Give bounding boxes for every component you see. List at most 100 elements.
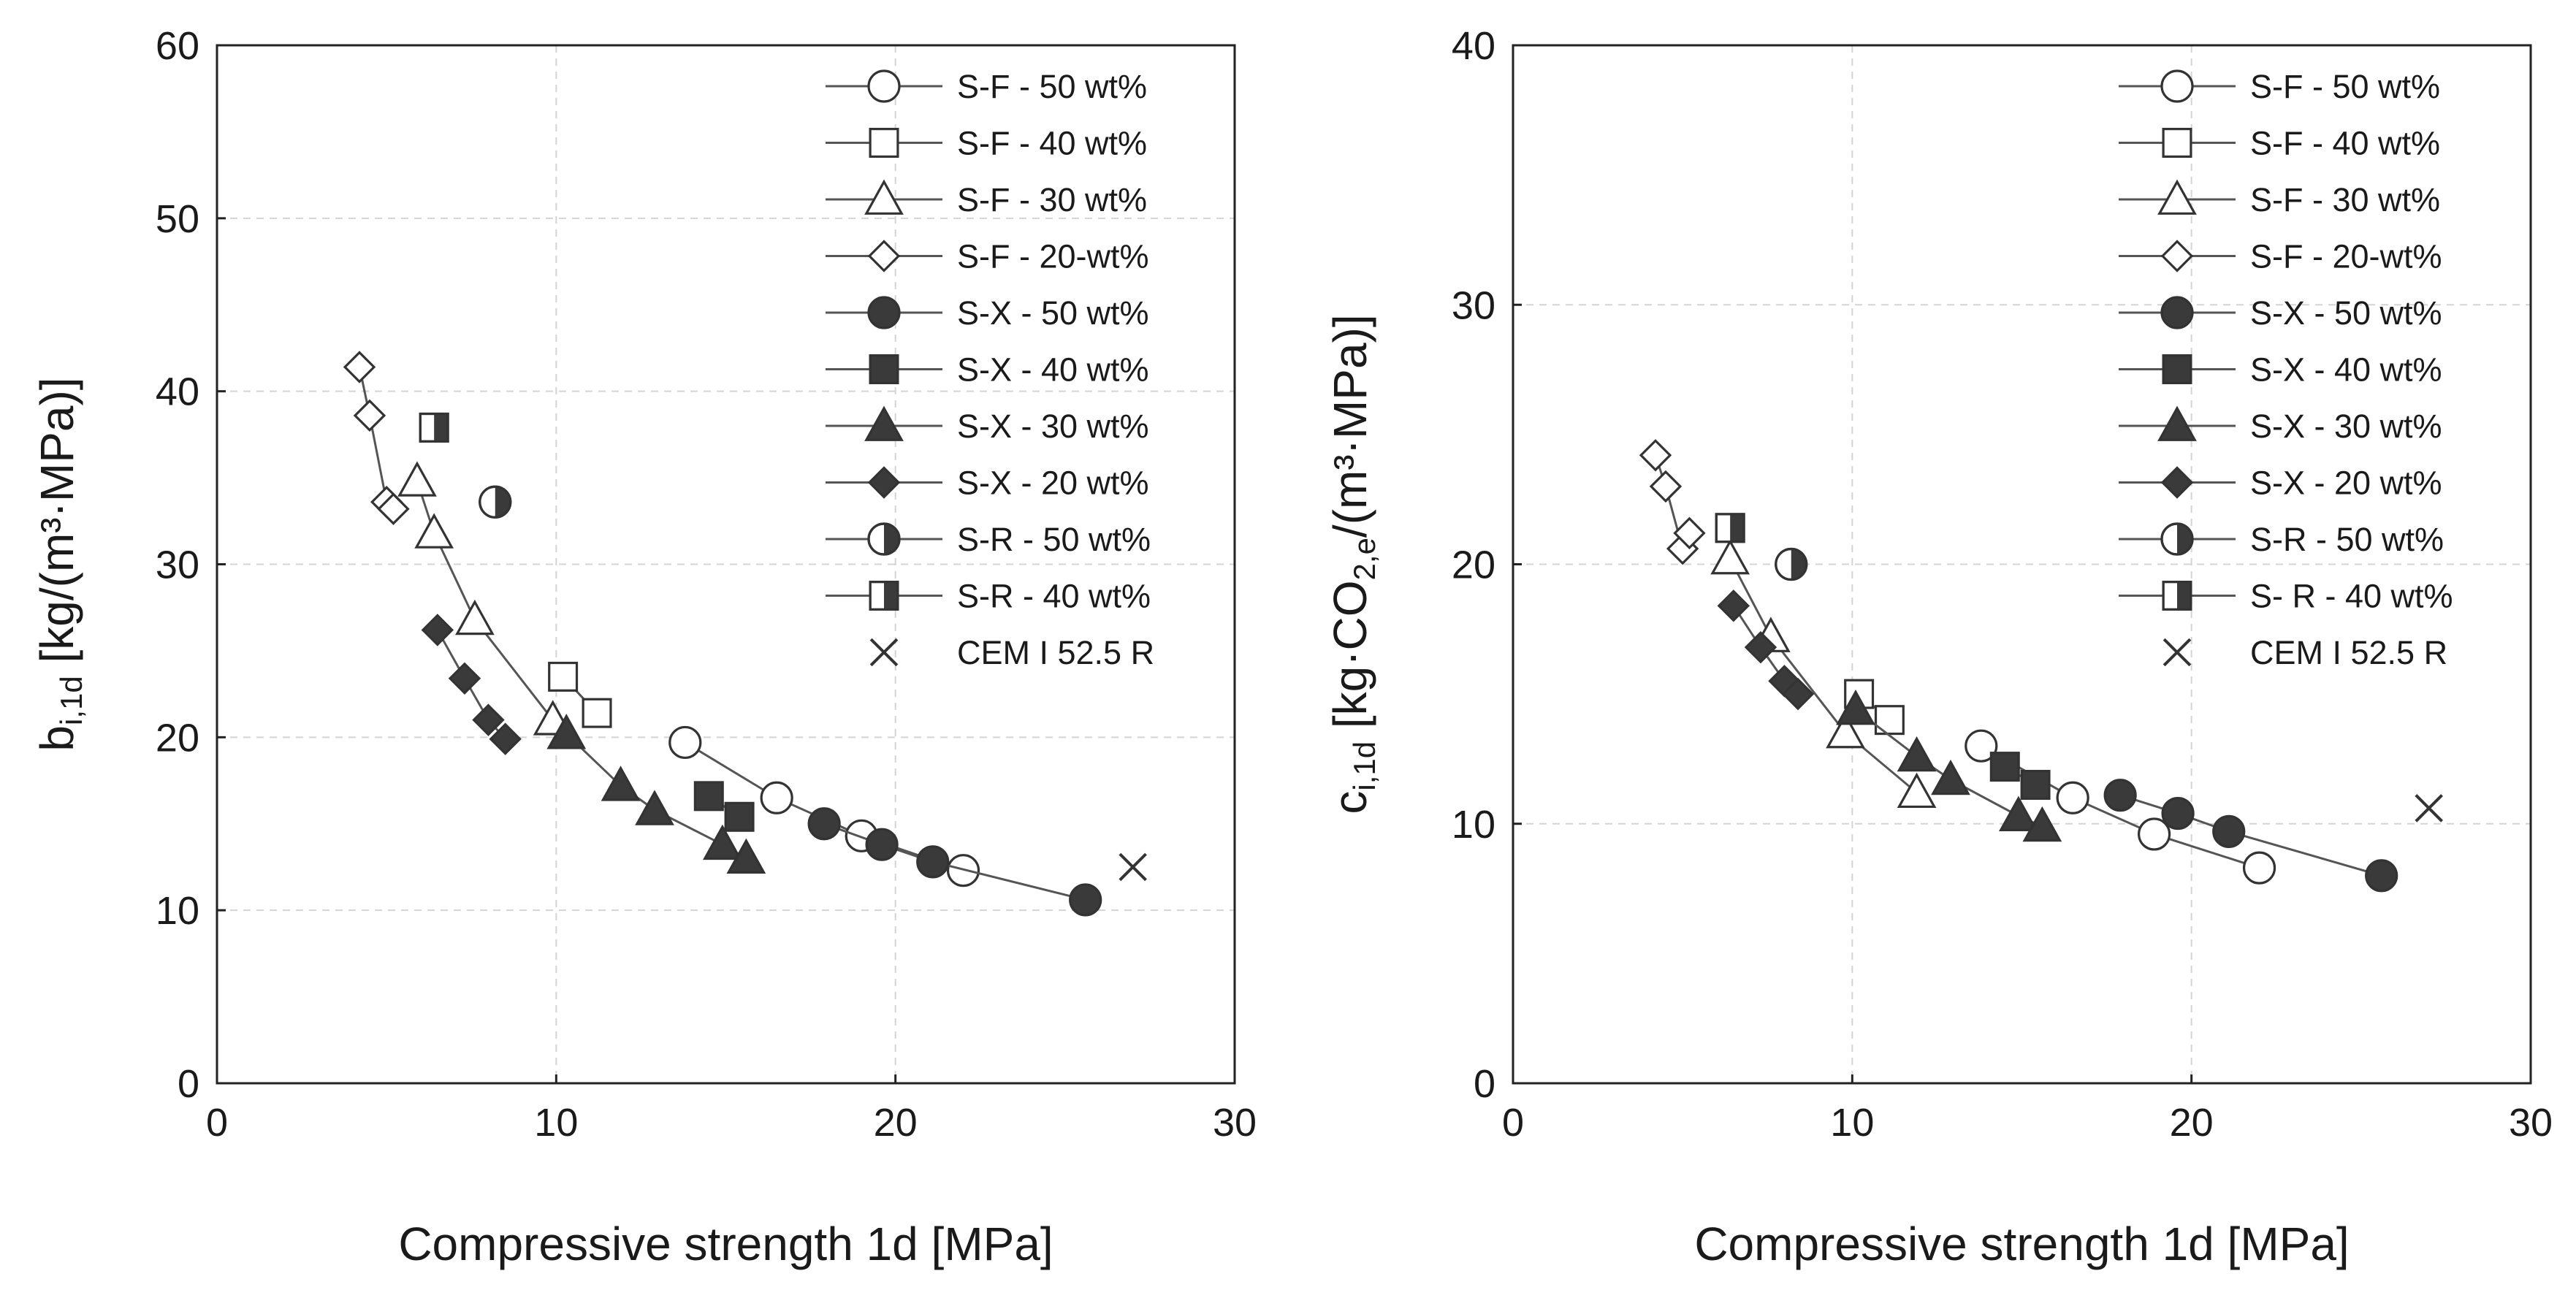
left-legend-item: S-F - 40 wt%	[826, 125, 1147, 162]
right-data-point	[2022, 806, 2062, 842]
right-y-tick-label: 30	[1452, 283, 1495, 327]
left-grid	[217, 45, 1235, 1083]
left-x-axis-label: Compressive strength 1d [MPa]	[398, 1218, 1053, 1270]
left-legend-label: S-R - 50 wt%	[957, 521, 1151, 558]
left-data-point	[1119, 852, 1147, 882]
left-series-6	[546, 714, 766, 874]
right-data-point	[1826, 712, 1865, 749]
left-legend-label: S-X - 20 wt%	[957, 465, 1149, 502]
left-data-point	[635, 790, 674, 825]
right-legend-item: S-F - 20-wt%	[2119, 238, 2442, 275]
left-y-tick-label: 0	[178, 1062, 199, 1106]
right-data-point	[1717, 589, 1750, 622]
right-series-7	[1717, 589, 1815, 711]
right-data-point	[1639, 439, 1672, 472]
right-legend-marker	[2160, 240, 2194, 272]
right-series-2	[1710, 538, 1937, 809]
left-data-point	[807, 807, 841, 841]
left-legend-marker	[867, 69, 901, 103]
right-legend-item: S-R - 50 wt%	[2119, 521, 2444, 558]
right-x-tick-label: 20	[2170, 1101, 2214, 1145]
left-legend-item: S-X - 50 wt%	[826, 294, 1149, 332]
left-data-point	[479, 485, 512, 519]
left-series-8	[479, 485, 512, 519]
chart-left: 0 10 20 30 0 10 20 30 40 50 60 Compressive strength…	[31, 24, 1257, 1270]
left-x-tick-label: 0	[206, 1101, 228, 1145]
right-legend-label: S-F - 40 wt%	[2250, 125, 2440, 162]
right-data-point	[1715, 513, 1745, 543]
right-data-point	[1710, 538, 1750, 575]
right-legend-item: S-F - 30 wt%	[2119, 179, 2440, 218]
left-data-point	[760, 781, 793, 814]
right-legend-marker	[2157, 405, 2197, 441]
right-y-axis-label: ci,1d [kg·CO2,e/(m³·MPa)]	[1324, 314, 1382, 814]
right-legend-label: S-X - 20 wt%	[2250, 465, 2442, 502]
left-series-9	[419, 412, 449, 443]
right-data-point	[2103, 779, 2137, 812]
left-data-point	[865, 828, 899, 861]
right-legend-label: CEM I 52.5 R	[2250, 634, 2447, 671]
right-legend-label: S-F - 20-wt%	[2250, 238, 2442, 275]
right-legend-marker	[2162, 354, 2192, 385]
right-data-point	[2242, 851, 2276, 885]
right-x-tick-label: 0	[1502, 1101, 1524, 1145]
left-data-point	[724, 801, 755, 832]
left-legend-marker	[867, 522, 901, 556]
left-data-point	[726, 838, 766, 874]
right-y-tick-label: 10	[1452, 803, 1495, 847]
right-legend-label: S-F - 30 wt%	[2250, 181, 2440, 218]
left-data-point	[1069, 883, 1102, 917]
right-x-tick-label: 30	[2509, 1101, 2553, 1145]
right-series-line	[2119, 794, 2382, 877]
right-data-point	[1897, 772, 1937, 809]
right-legend-label: S-R - 50 wt%	[2250, 521, 2444, 558]
right-data-point	[1673, 516, 1706, 550]
left-data-point	[601, 766, 641, 801]
right-series-4	[2103, 779, 2398, 893]
right-legend-item: S-F - 40 wt%	[2119, 125, 2440, 162]
left-data-point	[343, 351, 376, 383]
right-y-tick-label: 0	[1474, 1062, 1495, 1106]
right-data-point	[2137, 817, 2171, 851]
right-data-point	[1874, 705, 1905, 736]
left-data-point	[353, 399, 386, 432]
right-legend-item: S-X - 30 wt%	[2119, 405, 2442, 445]
left-series-line	[416, 481, 554, 721]
left-legend-item: S-X - 20 wt%	[826, 465, 1149, 502]
left-legend-marker	[867, 296, 901, 329]
right-legend-item: CEM I 52.5 R	[2162, 634, 2447, 671]
left-series-3	[343, 351, 410, 525]
right-data-point	[1998, 795, 2038, 832]
left-legend-label: S-F - 50 wt%	[957, 68, 1147, 105]
right-y-tick-label: 20	[1452, 543, 1495, 587]
left-y-axis-label: bi,1d [kg/(m³·MPa)]	[31, 377, 88, 751]
left-legend-marker	[869, 128, 899, 159]
left-x-tick-label: 30	[1213, 1101, 1257, 1145]
left-data-point	[455, 599, 495, 635]
left-legend-item: CEM I 52.5 R	[869, 634, 1154, 671]
left-data-point	[414, 513, 454, 549]
right-data-point	[1965, 729, 1998, 763]
left-data-point	[668, 725, 702, 760]
left-data-point	[702, 824, 742, 860]
right-data-point	[2365, 859, 2398, 893]
right-data-point	[2056, 781, 2089, 814]
left-legend-marker	[864, 405, 904, 441]
left-data-point	[489, 722, 522, 755]
right-legend-label: S-X - 40 wt%	[2250, 351, 2442, 389]
right-data-point	[1744, 630, 1777, 664]
right-series-6	[1836, 689, 2062, 842]
left-legend-item: S-X - 30 wt%	[826, 405, 1149, 445]
left-legend-marker	[869, 638, 899, 667]
left-x-tick-label: 10	[534, 1101, 578, 1145]
right-legend-marker	[2157, 179, 2197, 215]
right-grid	[1513, 45, 2531, 1083]
left-data-point	[419, 412, 449, 443]
right-data-point	[2020, 769, 2051, 800]
left-data-point	[582, 698, 612, 728]
left-series-7	[421, 614, 522, 755]
left-y-tick-label: 60	[156, 24, 199, 68]
left-legend-label: S-X - 30 wt%	[957, 408, 1149, 445]
right-legend-label: S-X - 30 wt%	[2250, 408, 2442, 445]
